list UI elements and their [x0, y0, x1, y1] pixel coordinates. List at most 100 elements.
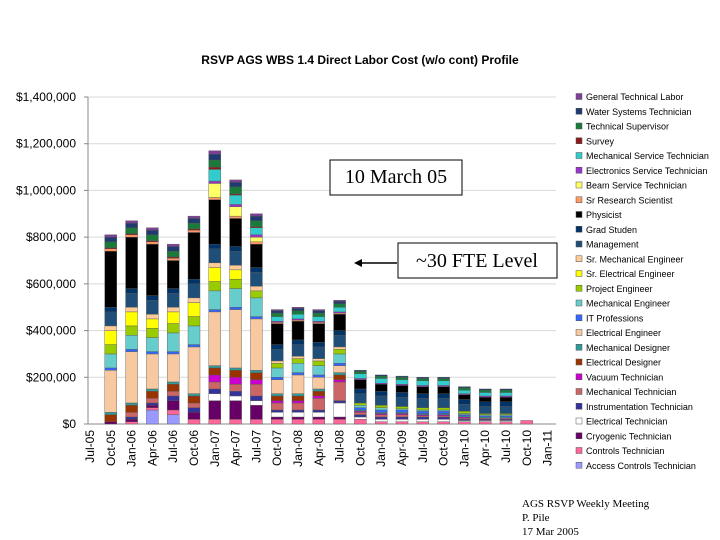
bar-segment — [271, 379, 284, 394]
bar-segment — [229, 250, 242, 266]
bar-segment — [395, 409, 409, 413]
bar-segment — [146, 407, 159, 411]
bar-segment — [250, 370, 263, 373]
bar-segment — [437, 386, 450, 394]
bar-segment — [146, 351, 159, 355]
bar-segment — [146, 243, 159, 296]
legend-label: Electrical Engineer — [586, 328, 661, 338]
bar-segment — [271, 400, 284, 404]
bar-segment — [375, 384, 388, 392]
bar-segment — [354, 371, 367, 374]
x-tick-label: Jan-08 — [291, 430, 305, 467]
bar-segment — [187, 229, 201, 233]
bar-segment — [146, 398, 159, 404]
y-tick-label: $800,000 — [26, 230, 76, 244]
footer: P. Pile — [522, 512, 550, 524]
bar-segment — [229, 179, 242, 183]
legend-label: Management — [586, 240, 639, 250]
bar-segment — [291, 393, 305, 397]
legend-label: Sr Research Scientist — [586, 195, 673, 205]
x-tick-label: Jan-11 — [541, 430, 555, 466]
bar-segment — [229, 377, 242, 385]
bar-segment — [416, 407, 429, 411]
bar-segment — [312, 316, 325, 322]
bar-segment — [291, 358, 305, 364]
bar-segment — [271, 409, 284, 413]
bar-segment — [499, 389, 513, 393]
bar-segment — [250, 290, 263, 299]
bar-segment — [375, 378, 388, 384]
y-tick-label: $0 — [63, 417, 77, 431]
x-tick-label: Jan-07 — [208, 430, 222, 467]
bar-segment — [104, 248, 118, 252]
bar-segment — [146, 295, 159, 301]
bar-segment — [125, 416, 138, 420]
bar-segment — [250, 285, 263, 292]
bar-segment — [208, 166, 222, 170]
legend-label: Grad Studen — [586, 225, 637, 235]
bar-segment — [479, 389, 492, 393]
bar-segment — [229, 206, 242, 217]
bar-segment — [291, 363, 305, 373]
bar-segment — [187, 419, 201, 425]
annotation-box — [329, 159, 463, 196]
bar-segment — [437, 416, 450, 420]
bar-segment — [104, 412, 118, 415]
bar-segment — [312, 309, 325, 311]
bar-segment — [187, 232, 201, 280]
bar-segment — [479, 392, 492, 397]
bar-segment — [333, 300, 346, 302]
x-tick-label: Jul-05 — [83, 430, 97, 463]
bar-segment — [416, 398, 429, 408]
bar-segment — [354, 419, 367, 425]
bar-segment — [125, 351, 138, 404]
bar-segment — [291, 321, 305, 341]
bar-segment — [208, 281, 222, 292]
bar-segment — [499, 406, 513, 414]
bar-segment — [375, 419, 388, 422]
legend-label: Survey — [586, 136, 615, 146]
x-tick-label: Apr-07 — [229, 430, 243, 466]
legend-swatch — [575, 417, 583, 425]
bar-segment — [271, 395, 284, 401]
bar-segment — [416, 416, 429, 420]
bar-segment — [104, 344, 118, 355]
legend-swatch — [575, 108, 583, 115]
bar-segment — [458, 389, 471, 394]
bar-segment — [437, 407, 450, 411]
bar-segment — [250, 241, 263, 245]
bar-segment — [395, 375, 409, 378]
bar-segment — [104, 367, 118, 371]
legend-swatch — [575, 329, 583, 336]
bar-segment — [229, 419, 242, 425]
bar-segment — [166, 409, 180, 415]
bar-segment — [208, 365, 222, 369]
bar-segment — [125, 311, 138, 327]
bar-segment — [312, 358, 325, 362]
bar-segment — [250, 405, 263, 420]
bar-segment — [271, 367, 284, 378]
bar-segment — [312, 419, 325, 425]
bar-segment — [208, 243, 222, 250]
bar-segment — [271, 344, 284, 350]
bar-segment — [250, 379, 263, 385]
bar-segment — [437, 380, 450, 386]
x-tick-label: Jan-06 — [125, 430, 139, 467]
bar-segment — [354, 373, 367, 379]
legend-label: Cryogenic Technician — [586, 431, 671, 441]
bar-segment — [395, 385, 409, 393]
bar-segment — [125, 402, 138, 406]
bar-segment — [271, 323, 284, 345]
bar-segment — [312, 398, 325, 411]
bar-segment — [250, 318, 263, 371]
bar-segment — [271, 360, 284, 364]
legend-swatch — [575, 137, 583, 144]
bar-segment — [187, 407, 201, 413]
bar-segment — [166, 414, 180, 425]
x-tick-label: Oct-08 — [353, 430, 367, 466]
bar-segment — [187, 412, 201, 420]
bar-segment — [229, 288, 242, 308]
bar-segment — [208, 311, 222, 366]
legend-swatch — [575, 181, 583, 189]
legend-label: IT Professions — [586, 313, 644, 323]
